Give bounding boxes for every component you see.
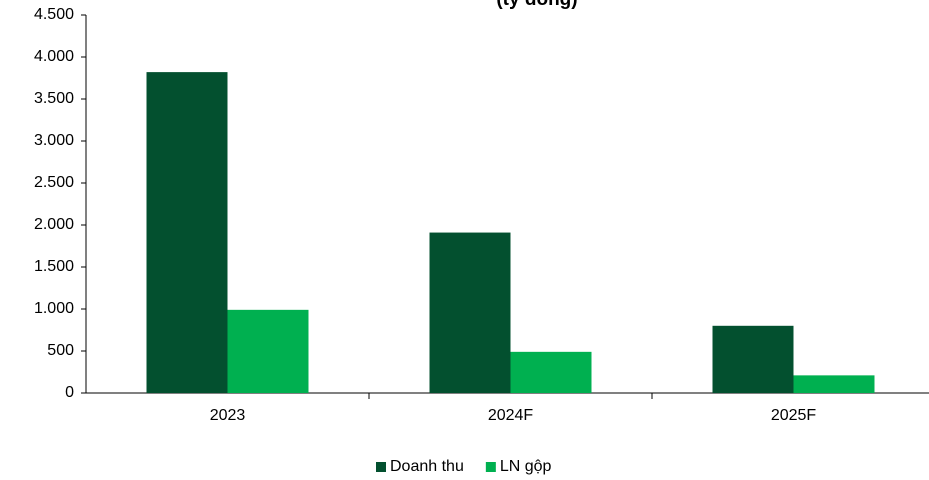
y-tick-label: 3.000 <box>34 132 74 149</box>
bar <box>146 72 228 394</box>
bar <box>712 325 794 393</box>
legend-label: LN gộp <box>500 458 552 475</box>
y-tick-label: 1.500 <box>34 258 74 275</box>
y-tick-label: 4.500 <box>34 6 74 23</box>
y-tick-label: 2.500 <box>34 174 74 191</box>
bar <box>510 351 592 393</box>
y-tick-label: 3.500 <box>34 90 74 107</box>
legend-swatch <box>485 462 496 472</box>
x-tick-label: 2025F <box>771 407 817 424</box>
bar <box>429 232 511 393</box>
y-tick-label: 500 <box>47 342 74 359</box>
y-tick-label: 2.000 <box>34 216 74 233</box>
x-tick-label: 2024F <box>488 407 534 424</box>
bar <box>227 309 309 393</box>
y-tick-label: 4.000 <box>34 48 74 65</box>
x-tick-label: 2023 <box>210 407 246 424</box>
chart-title: (tỷ đồng) <box>496 0 577 10</box>
bar <box>793 375 875 393</box>
y-tick-label: 0 <box>65 384 74 401</box>
legend-label: Doanh thu <box>390 458 464 475</box>
y-tick-label: 1.000 <box>34 300 74 317</box>
legend-swatch <box>376 462 386 472</box>
